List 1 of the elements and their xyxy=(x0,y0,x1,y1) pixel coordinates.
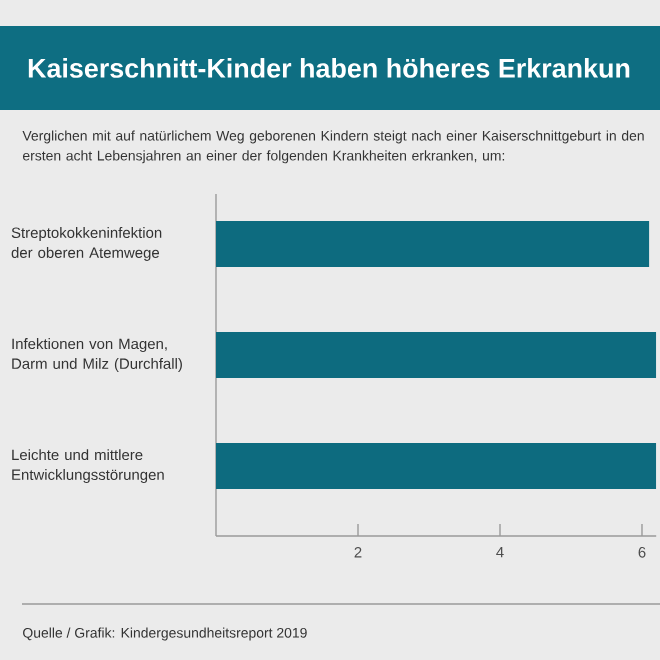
chart-title: Kaiserschnitt-Kinder haben höheres Erkrankun xyxy=(28,58,630,78)
